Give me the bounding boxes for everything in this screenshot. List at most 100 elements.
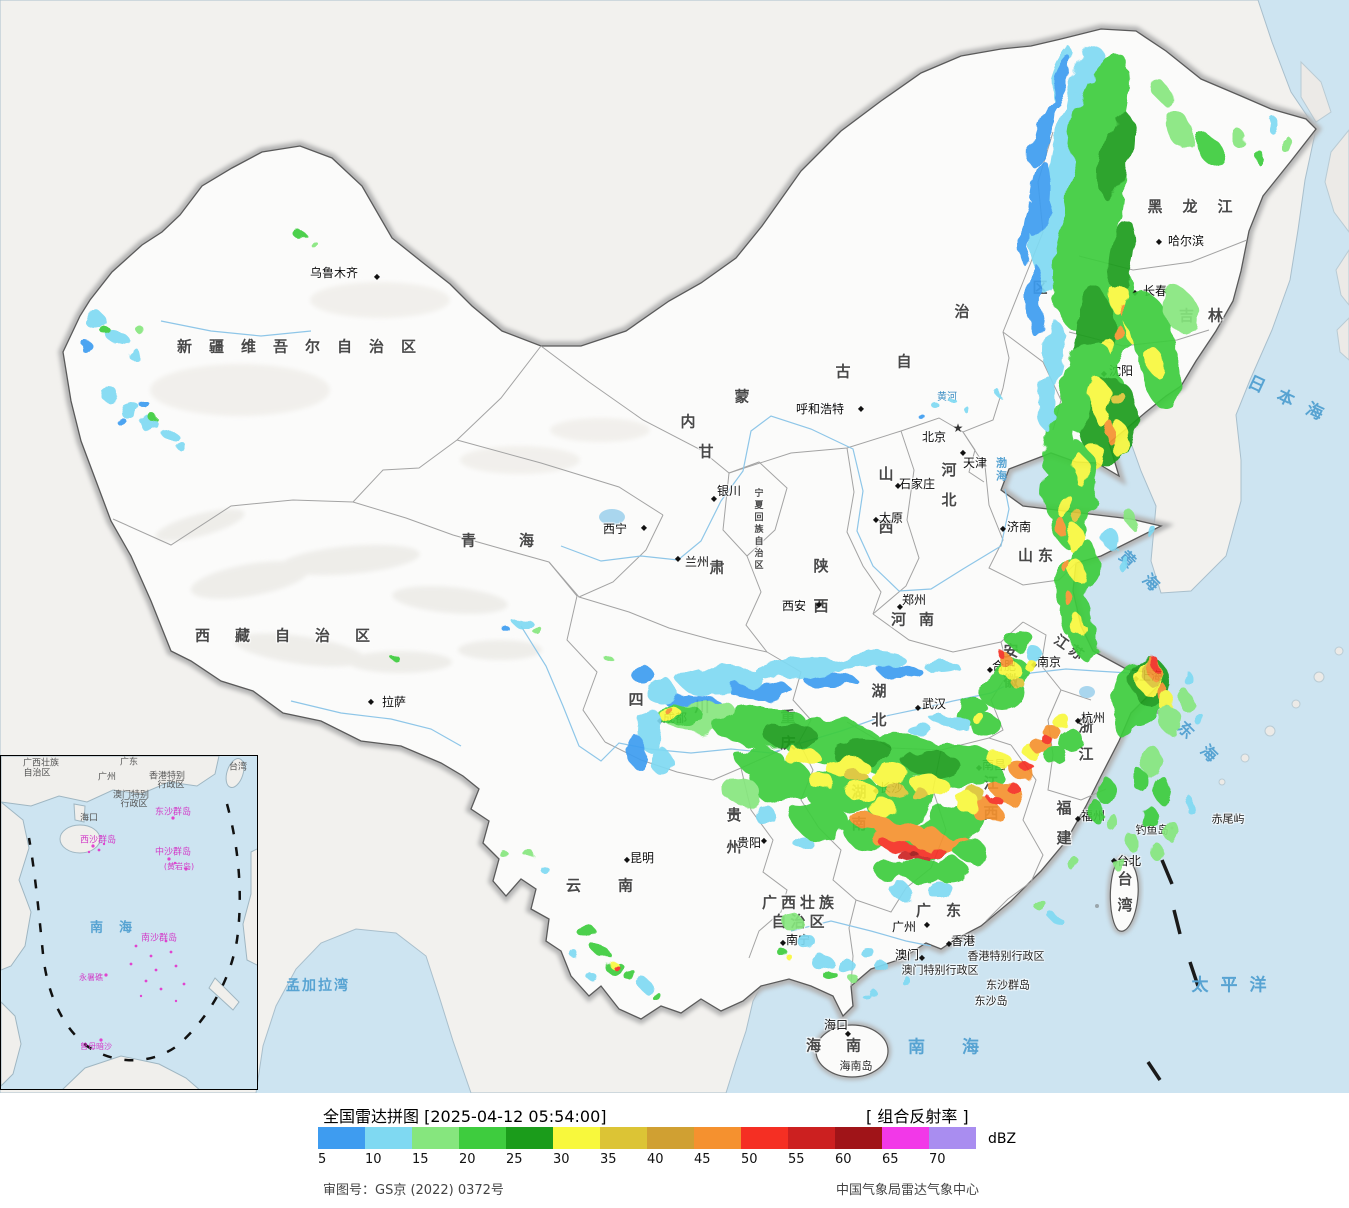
city-label: 石家庄 [898, 477, 936, 491]
inset-basemap [1, 756, 257, 1089]
inset-borneo [62, 1055, 200, 1089]
city-label: 杭州 [1080, 711, 1106, 725]
ins-label: 行政区 [157, 780, 185, 791]
radar-echo [845, 782, 877, 800]
city-diamond-marker: ◆ [373, 272, 381, 281]
city-diamond-marker: ◆ [857, 404, 865, 413]
radar-echo [107, 329, 125, 343]
inset-vietnam [1, 801, 32, 971]
radar-echo [904, 750, 958, 776]
city-diamond-marker: ◆ [623, 855, 631, 864]
inset-island-marks [87, 816, 188, 1042]
radar-echo [497, 847, 505, 855]
legend-tick-label: 70 [929, 1152, 946, 1167]
province-label: 山西 [876, 466, 895, 572]
radar-echo [1146, 523, 1154, 537]
legend-tick-label: 15 [412, 1152, 429, 1167]
radar-echo [776, 947, 786, 955]
radar-echo [999, 653, 1007, 659]
radar-echo [1265, 113, 1275, 131]
radar-echo [912, 791, 930, 801]
ins-label: (黄岩岛) [163, 862, 195, 871]
china-radar-map: 黑龙江吉林新疆维吾尔自治区内蒙古自治区甘肃宁夏回族自治区青海西藏自治区四川云南贵… [0, 0, 1349, 1093]
legend-color-bar: 5 10 15 20 25 30 35 40 45 50 55 60 65 70 [318, 1127, 976, 1167]
radar-echo [804, 674, 858, 688]
city-label: 乌鲁木齐 [309, 266, 359, 280]
radar-echo [794, 803, 848, 839]
lakes [599, 509, 1095, 698]
south-china-sea-inset-map: 广西壮族 自治区 广东 台湾 广州 香港特别 行政区 澳门特别 行政区 海口 东沙群岛 西沙群岛 中沙群… [0, 755, 258, 1090]
radar-echo [610, 961, 616, 967]
radar-echo [862, 993, 870, 999]
radar-echo [879, 665, 923, 679]
legend-credit: 中国气象局雷达气象中心 [836, 1183, 980, 1198]
radar-echo [295, 232, 307, 240]
radar-echo [998, 393, 1004, 399]
radar-echo [729, 683, 793, 699]
radar-echo [1127, 512, 1137, 528]
small-label: 东沙群岛 [986, 978, 1030, 992]
radar-echo [594, 946, 608, 956]
small-label: 澳门特别行政区 [901, 963, 979, 977]
city-diamond-marker: ◆ [896, 602, 904, 611]
radar-echo [1258, 153, 1266, 167]
radar-echo [1024, 661, 1038, 671]
radar-echo [1089, 380, 1111, 424]
legend-tick-label: 55 [788, 1152, 805, 1167]
radar-echo [933, 859, 969, 883]
legend-product-label: [ 组合反射率 ] [866, 1107, 969, 1126]
radar-echo [1097, 777, 1115, 805]
sea-label: 南海 [908, 1037, 1016, 1058]
city-label: 太原 [878, 511, 904, 525]
radar-echo [502, 626, 510, 632]
inset-mainland [1, 756, 220, 807]
radar-echo [512, 615, 530, 627]
legend-swatch [929, 1127, 976, 1149]
radar-echo [645, 679, 677, 703]
radar-echo [137, 327, 145, 335]
legend-tick-label: 40 [647, 1152, 664, 1167]
radar-echo [837, 959, 855, 973]
inset-nine-dash-line [27, 803, 241, 1062]
inset-labels-layer: 广西壮族 自治区 广东 台湾 广州 香港特别 行政区 澳门特别 行政区 海口 东沙群岛 西沙群岛 中沙群… [1, 756, 257, 1089]
radar-echo [152, 417, 160, 425]
ins-label: 南沙群岛 [140, 933, 178, 944]
inset-philippines [242, 848, 257, 966]
radar-echo [925, 848, 947, 858]
radar-echo [1197, 714, 1205, 728]
radar-echo [1150, 842, 1162, 860]
city-diamond-marker: ◆ [760, 836, 768, 845]
radar-echo [808, 774, 834, 788]
sea-label: 孟加拉湾 [286, 978, 350, 994]
province-label: 浙江 [1076, 718, 1095, 774]
radar-echo [1029, 160, 1051, 240]
radar-echo [1074, 617, 1086, 639]
radar-echo [1042, 725, 1060, 737]
city-label: 北京 [921, 430, 947, 444]
radar-echo [1141, 745, 1161, 777]
radar-echo [1154, 778, 1172, 804]
sea-label: 太平洋 [1191, 975, 1279, 996]
legend-cell: 35 [600, 1127, 647, 1167]
radar-echo [1072, 455, 1088, 485]
radar-echo [392, 656, 400, 662]
ins-label: 南海 [89, 920, 149, 936]
city-diamond-marker: ◆ [872, 515, 880, 524]
radar-echo [124, 346, 138, 356]
city-diamond-marker: ◆ [923, 920, 931, 929]
radar-echo [1058, 492, 1072, 520]
sea-label: 渤海 [994, 457, 1008, 483]
radar-echo [79, 341, 93, 351]
radar-echo [1148, 349, 1162, 375]
city-diamond-marker: ◆ [999, 524, 1007, 533]
city-diamond-marker: ◆ [640, 523, 648, 532]
radar-echo [990, 753, 1012, 769]
small-label: 黄河 [937, 392, 957, 403]
radar-echo [845, 770, 867, 782]
radar-echo [176, 442, 186, 450]
radar-echo [764, 725, 818, 747]
radar-echo [1026, 264, 1044, 336]
ins-label: 台湾 [228, 762, 248, 773]
radar-echo [666, 708, 674, 716]
